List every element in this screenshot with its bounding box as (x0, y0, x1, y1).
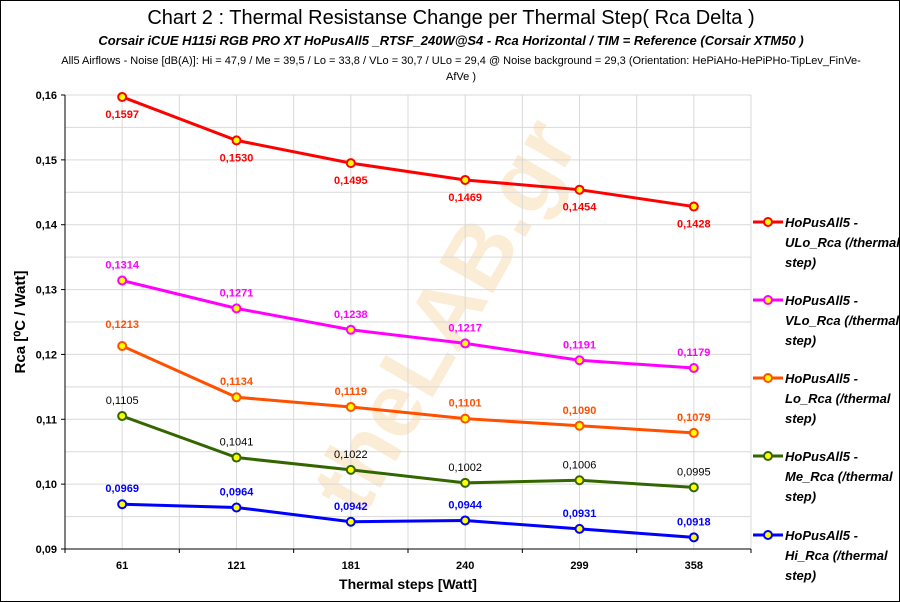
data-label: 0,1101 (449, 398, 482, 410)
data-label: 0,1314 (105, 259, 140, 271)
data-point (688, 482, 699, 493)
data-label: 0,0995 (677, 466, 711, 478)
data-point (345, 464, 356, 475)
data-label: 0,1191 (563, 339, 596, 351)
x-tick-label: 121 (227, 560, 245, 572)
data-point (117, 91, 128, 102)
y-tick-label: 0,14 (36, 220, 58, 232)
data-label: 0,0918 (677, 516, 711, 528)
data-label: 0,1530 (220, 152, 254, 164)
data-label: 0,1454 (563, 202, 598, 214)
data-label: 0,1271 (220, 287, 254, 299)
chart-subtitle: Corsair iCUE H115i RGB PRO XT HoPusAll5 … (98, 33, 804, 48)
data-label: 0,1041 (220, 437, 254, 449)
data-label: 0,1469 (448, 192, 482, 204)
series-line-0 (121, 95, 695, 209)
y-tick-label: 0,11 (36, 414, 57, 426)
series-line-3 (121, 414, 694, 489)
data-point (117, 411, 128, 422)
legend-entry-2: HoPusAll5 - Lo_Rca (/thermal step) (785, 371, 891, 426)
data-point (231, 303, 242, 314)
series-line-2 (121, 344, 694, 435)
data-point (574, 523, 585, 534)
legend-marker-1 (763, 295, 773, 305)
data-point (231, 135, 242, 146)
data-label: 0,1002 (448, 462, 482, 474)
data-label: 0,1134 (220, 376, 254, 388)
data-point (688, 532, 699, 543)
data-label: 0,0969 (105, 483, 139, 495)
data-point (574, 420, 585, 431)
data-label: 0,1006 (563, 459, 597, 471)
legend-marker-0 (763, 217, 773, 227)
data-label: 0,1597 (105, 109, 139, 121)
data-point (460, 477, 471, 488)
data-label: 0,0942 (334, 501, 368, 513)
data-label: 0,1238 (334, 309, 368, 321)
data-point (231, 502, 242, 513)
data-point (688, 427, 699, 438)
data-point (345, 324, 356, 335)
data-point (574, 184, 585, 195)
y-tick-label: 0,15 (36, 155, 57, 167)
data-point (460, 413, 471, 424)
data-point (574, 475, 585, 486)
data-label: 0,1495 (334, 175, 368, 187)
legend-entry-1: HoPusAll5 - VLo_Rca (/thermal step) (785, 293, 900, 348)
chart-title: Chart 2 : Thermal Resistanse Change per … (147, 7, 755, 29)
x-tick-label: 358 (685, 560, 703, 572)
data-point (345, 516, 356, 527)
data-point (117, 499, 128, 510)
data-label: 0,1090 (563, 405, 597, 417)
series-line-4 (122, 502, 694, 539)
data-point (345, 158, 356, 169)
data-point (231, 392, 242, 403)
data-label: 0,0944 (448, 499, 483, 511)
legend-entry-0: HoPusAll5 - ULo_Rca (/thermal step) (785, 215, 900, 270)
data-point (345, 401, 356, 412)
legend-entry-4: HoPusAll5 - Hi_Rca (/thermal step) (785, 528, 888, 583)
y-tick-label: 0,09 (36, 544, 57, 556)
data-label: 0,1119 (335, 386, 367, 398)
data-label: 0,0964 (220, 486, 255, 498)
data-point (117, 275, 128, 286)
legend-marker-4 (763, 530, 773, 540)
data-point (117, 340, 128, 351)
x-tick-label: 181 (342, 560, 360, 572)
data-point (231, 452, 242, 463)
data-label: 0,0931 (563, 508, 597, 520)
data-point (460, 174, 471, 185)
y-tick-label: 0,13 (36, 285, 57, 297)
data-label: 0,1179 (677, 347, 710, 359)
data-label: 0,1213 (105, 319, 139, 331)
y-tick-label: 0,10 (36, 479, 57, 491)
data-label: 0,1022 (334, 449, 368, 461)
legend-marker-2 (763, 373, 773, 383)
data-point (574, 355, 585, 366)
x-axis-label: Thermal steps [Watt] (339, 576, 477, 592)
data-point (688, 201, 699, 212)
data-label: 0,1217 (448, 322, 482, 334)
data-point (460, 338, 471, 349)
data-point (688, 363, 699, 374)
x-tick-label: 240 (456, 560, 474, 572)
legend-entry-3: HoPusAll5 - Me_Rca (/thermal step) (785, 449, 893, 504)
series-line-1 (121, 279, 694, 370)
y-tick-label: 0,16 (36, 90, 57, 102)
legend-marker-3 (763, 451, 773, 461)
x-tick-label: 61 (116, 560, 128, 572)
chart-subtitle-noise: All5 Airflows - Noise [dB(A)]: Hi = 47,9… (61, 55, 861, 83)
data-point (460, 515, 471, 526)
y-axis-label: Rca [⁰C / Watt] (12, 271, 29, 374)
data-label: 0,1079 (677, 412, 711, 424)
data-label: 0,1428 (677, 219, 711, 231)
data-label: 0,1105 (106, 395, 139, 407)
y-tick-label: 0,12 (36, 349, 57, 361)
x-tick-label: 299 (570, 560, 588, 572)
